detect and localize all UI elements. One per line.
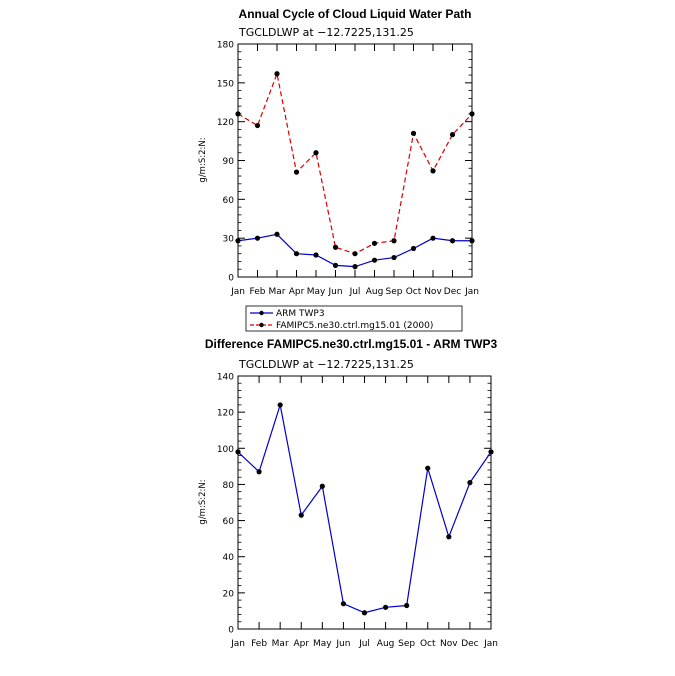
chart-1-title: Annual Cycle of Cloud Liquid Water Path <box>239 7 472 21</box>
chart-1-subtitle: TGCLDLWP at −12.7225,131.25 <box>238 26 414 39</box>
series-1-point <box>277 402 283 408</box>
chart-1-legend: ARM TWP3 FAMIPC5.ne30.ctrl.mg15.01 (2000… <box>245 305 463 332</box>
series-1-point <box>446 534 452 540</box>
x-tick-label: Dec <box>461 639 478 649</box>
y-tick-label: 80 <box>223 481 235 491</box>
series-1-point <box>430 235 436 241</box>
series-1-point <box>449 238 456 244</box>
x-tick-label: Jan <box>230 287 245 297</box>
x-tick-label: Feb <box>250 287 266 297</box>
chart-2-plot-frame <box>237 375 492 630</box>
series-1-point <box>293 251 300 257</box>
y-tick-label: 100 <box>217 445 234 455</box>
series-1-point <box>361 610 368 616</box>
series-1-point <box>467 480 473 486</box>
y-tick-label: 40 <box>223 553 235 563</box>
chart-1-y-tick-labels: 0 30 60 90 120 150 180 <box>217 41 234 284</box>
y-tick-label: 0 <box>228 274 234 284</box>
series-1-point <box>256 469 262 475</box>
y-tick-label: 0 <box>228 626 234 636</box>
series-1-point <box>371 257 378 263</box>
x-tick-label: Oct <box>406 287 422 297</box>
chart-2: Difference FAMIPC5.ne30.ctrl.mg15.01 - A… <box>198 337 498 649</box>
x-tick-label: Jan <box>483 639 498 649</box>
chart-1-points <box>235 71 475 270</box>
legend-label-arm: ARM TWP3 <box>276 309 325 319</box>
y-tick-label: 60 <box>223 517 235 527</box>
x-tick-label: Dec <box>444 287 461 297</box>
chart-1-plot-frame <box>237 43 473 278</box>
x-tick-label: Jun <box>327 287 342 297</box>
x-tick-label: Aug <box>377 639 395 649</box>
chart-2-x-tick-labels: Jan Feb Mar Apr May Jun Jul Aug Sep Oct Nov Dec Jan <box>230 639 498 649</box>
x-tick-label: Jul <box>358 639 370 649</box>
series-2-point <box>410 130 417 136</box>
x-tick-label: Apr <box>293 639 309 649</box>
chart-2-subtitle: TGCLDLWP at −12.7225,131.25 <box>238 358 414 371</box>
x-tick-label: Nov <box>440 639 458 649</box>
chart-1: Annual Cycle of Cloud Liquid Water Path … <box>198 7 479 332</box>
x-tick-label: Mar <box>269 287 286 297</box>
series-2-point <box>313 150 319 156</box>
series-2-point <box>430 168 436 174</box>
legend-label-famipc5: FAMIPC5.ne30.ctrl.mg15.01 (2000) <box>276 321 433 331</box>
series-2-point <box>274 71 280 77</box>
series-1-point <box>332 262 339 268</box>
series-2-point <box>293 169 300 175</box>
y-tick-label: 120 <box>217 409 234 419</box>
x-tick-label: Jun <box>335 639 350 649</box>
series-1-point <box>254 235 261 241</box>
x-tick-label: Mar <box>272 639 289 649</box>
series-1-point <box>313 252 319 258</box>
series-1-point <box>319 483 325 489</box>
series-2-point <box>449 132 456 138</box>
x-tick-label: Jul <box>349 287 361 297</box>
series-2-point <box>254 122 261 129</box>
series-1-point <box>410 245 417 252</box>
y-tick-label: 60 <box>223 196 235 206</box>
series-1-point <box>274 231 280 237</box>
chart-1-legend-box <box>245 305 463 332</box>
chart-2-title: Difference FAMIPC5.ne30.ctrl.mg15.01 - A… <box>205 337 498 351</box>
y-tick-label: 150 <box>217 79 234 89</box>
legend-marker-famipc5 <box>259 322 264 328</box>
x-tick-label: Jan <box>464 287 479 297</box>
series-1-point <box>382 604 389 610</box>
y-tick-label: 120 <box>217 118 234 128</box>
chart-1-x-tick-labels: Jan Feb Mar Apr May Jun Jul Aug Sep Oct Nov Dec Jan <box>230 287 479 297</box>
series-1-point <box>340 601 347 607</box>
x-tick-label: Aug <box>366 287 384 297</box>
chart-2-ylabel: g/m:S:2:N: <box>198 479 208 524</box>
x-tick-label: Apr <box>289 287 305 297</box>
y-tick-label: 140 <box>217 373 234 383</box>
chart-2-points <box>235 402 494 616</box>
series-1-point <box>404 602 410 609</box>
y-tick-label: 90 <box>223 157 235 167</box>
series-2-point <box>352 251 358 257</box>
series-1-point <box>298 512 304 518</box>
x-tick-label: Sep <box>386 287 403 297</box>
series-2-point <box>332 244 339 250</box>
chart-2-y-tick-labels: 0 20 40 60 80 100 120 140 <box>217 373 234 636</box>
y-tick-label: 30 <box>223 235 235 245</box>
x-tick-label: Oct <box>420 639 436 649</box>
legend-marker-arm <box>259 310 264 316</box>
x-tick-label: Jan <box>230 639 245 649</box>
series-1-point <box>425 465 431 471</box>
chart-1-ylabel: g/m:S:2:N: <box>198 137 208 182</box>
x-tick-label: Sep <box>398 639 415 649</box>
x-tick-label: Feb <box>251 639 267 649</box>
series-1-point <box>391 254 397 261</box>
series-1-point <box>352 264 358 270</box>
series-2-point <box>371 240 378 246</box>
y-tick-label: 180 <box>217 41 234 51</box>
x-tick-label: Nov <box>424 287 442 297</box>
series-2-point <box>391 238 397 244</box>
x-tick-label: May <box>313 639 332 649</box>
x-tick-label: May <box>307 287 326 297</box>
chart-1-ticks <box>237 43 473 278</box>
y-tick-label: 20 <box>223 589 235 599</box>
